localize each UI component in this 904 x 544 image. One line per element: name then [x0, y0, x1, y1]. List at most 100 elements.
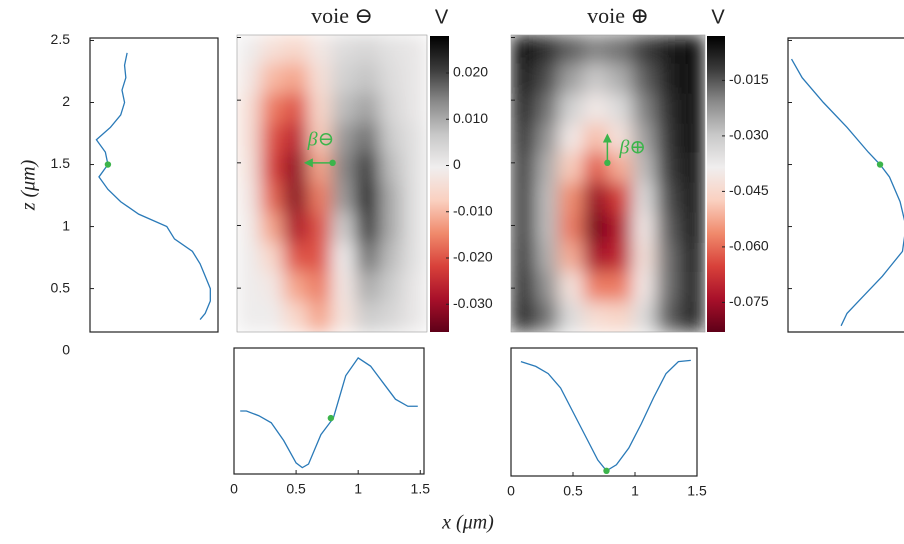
heatmap-cell [558, 212, 584, 244]
heatmap-cell [379, 123, 404, 155]
heatmap-cell [331, 35, 357, 66]
heatmap-cell [355, 93, 381, 125]
x-tick-label: 0.5 [286, 481, 306, 497]
heatmap-cell [679, 35, 705, 66]
x-tick-label: 1 [631, 483, 639, 499]
marker-point [876, 161, 884, 168]
heatmap-cell [355, 63, 381, 95]
heatmap-cell [260, 63, 285, 95]
heatmap-cell [379, 93, 404, 125]
heatmap-cell [307, 271, 333, 303]
heatmap-cell [656, 152, 682, 184]
heatmap-cell [283, 35, 309, 66]
heatmap-cell [511, 93, 537, 125]
heatmap-cell [511, 301, 537, 332]
heatmap-cell [379, 301, 404, 332]
heatmap-cell [402, 63, 427, 95]
heatmap-cell [679, 301, 705, 332]
heatmap-cell [283, 123, 309, 155]
heatmap-cell [679, 212, 705, 244]
heatmap-cell [656, 35, 682, 66]
x-tick-label: 0 [507, 483, 515, 499]
heatmap-cell [379, 212, 404, 244]
x-tick-label: 0.5 [563, 483, 583, 499]
heatmap-cell [632, 123, 658, 155]
heatmap-cell [402, 182, 427, 214]
heatmap-cell [283, 93, 309, 125]
plot-frame [89, 37, 219, 333]
heatmap-cell [511, 123, 537, 155]
heatmap-cell [331, 63, 357, 95]
annotation: β⊕ [618, 137, 646, 159]
heatmap-cell [237, 301, 262, 332]
heatmap-cell [558, 63, 584, 95]
heatmap-cell [355, 212, 381, 244]
heatmap-cell [607, 182, 633, 214]
colorbar-tick-label: -0.075 [729, 293, 769, 309]
heatmap-cell [558, 152, 584, 184]
heatmap-cell [355, 123, 381, 155]
heatmap-cell [402, 152, 427, 184]
colorbar-tick-label: -0.020 [453, 249, 493, 265]
heatmap-cell [511, 63, 537, 95]
heatmap-cell [402, 301, 427, 332]
heatmap-cell [331, 212, 357, 244]
heatmap-cell [237, 93, 262, 125]
heatmap-cell [237, 182, 262, 214]
heatmap-cell [355, 271, 381, 303]
heatmap-cell [656, 242, 682, 274]
heatmap-cell [511, 152, 537, 184]
colorbar-tick-label: -0.030 [453, 295, 493, 311]
heatmap-cells [511, 35, 705, 332]
colorbar [707, 36, 725, 332]
heatmap-cell [331, 242, 357, 274]
y-tick-label: 1.5 [51, 155, 71, 171]
marker-point [104, 161, 112, 168]
heatmap-cell [558, 93, 584, 125]
heatmap-cell [534, 182, 560, 214]
heatmap-cell [583, 93, 609, 125]
heatmap-cell [632, 35, 658, 66]
marker-point [603, 467, 610, 474]
heatmap-cell [583, 242, 609, 274]
heatmap-cell [511, 212, 537, 244]
heatmap-cell [632, 182, 658, 214]
heatmap-cell [534, 152, 560, 184]
heatmap-cell [656, 271, 682, 303]
heatmap-cell [607, 152, 633, 184]
heatmap-cell [260, 123, 285, 155]
panel-title: voie ⊕ [587, 3, 649, 28]
heatmap-cell [402, 35, 427, 66]
heatmap-cell [583, 152, 609, 184]
heatmap-cell [260, 242, 285, 274]
heatmap-cell [355, 182, 381, 214]
profile-line [790, 58, 904, 327]
colorbar [430, 36, 449, 332]
heatmap-cell [307, 301, 333, 332]
heatmap-cell [679, 271, 705, 303]
y-tick-label: 1 [62, 217, 70, 233]
heatmap-cell [402, 271, 427, 303]
heatmap-cell [607, 35, 633, 66]
heatmap-cell [558, 271, 584, 303]
colorbar-tick-label: 0.020 [453, 64, 488, 80]
heatmap-cell [260, 93, 285, 125]
heatmap-cell [379, 152, 404, 184]
heatmap-cell [355, 152, 381, 184]
heatmap [237, 35, 427, 332]
heatmap-cell [583, 63, 609, 95]
heatmap-cell [379, 182, 404, 214]
marker-point [329, 159, 336, 167]
y-tick-label: 0.5 [51, 279, 71, 295]
heatmap-cell [607, 63, 633, 95]
heatmap-cell [632, 63, 658, 95]
heatmap-cell [331, 301, 357, 332]
heatmap-cell [260, 301, 285, 332]
x-tick-label: 1.5 [687, 483, 707, 499]
heatmap-cell [307, 182, 333, 214]
heatmap-cell [402, 93, 427, 125]
colorbar-tick-label: -0.060 [729, 238, 769, 254]
heatmap-cell [607, 242, 633, 274]
heatmap-cell [679, 123, 705, 155]
